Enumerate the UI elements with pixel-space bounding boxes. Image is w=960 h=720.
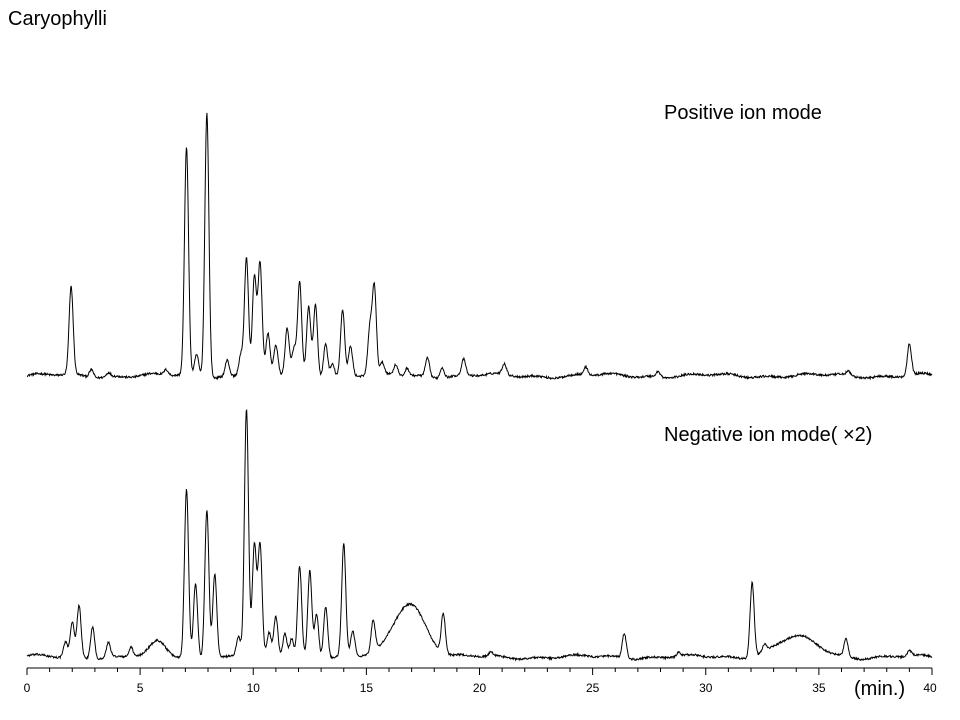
x-tick-label: 25 [586,681,600,695]
x-tick-label: 10 [247,681,261,695]
x-tick-label: 0 [24,681,31,695]
x-axis-unit-label: (min.) [852,678,908,701]
series-line-negative [26,409,933,662]
x-tick-label: 40 [923,681,937,695]
x-tick-label: 20 [473,681,487,695]
x-tick-label: 35 [812,681,826,695]
plot-area [26,112,933,662]
series-line-positive [26,112,933,381]
series-label-negative: Negative ion mode( ×2) [664,424,873,446]
x-axis: 0 5 10 15 20 25 30 35 40 [24,667,937,695]
x-tick-label: 5 [137,681,144,695]
chart-title: Caryophylli [8,8,107,30]
series-label-positive: Positive ion mode [664,102,822,124]
x-tick-label: 15 [360,681,374,695]
x-tick-label: 30 [699,681,713,695]
